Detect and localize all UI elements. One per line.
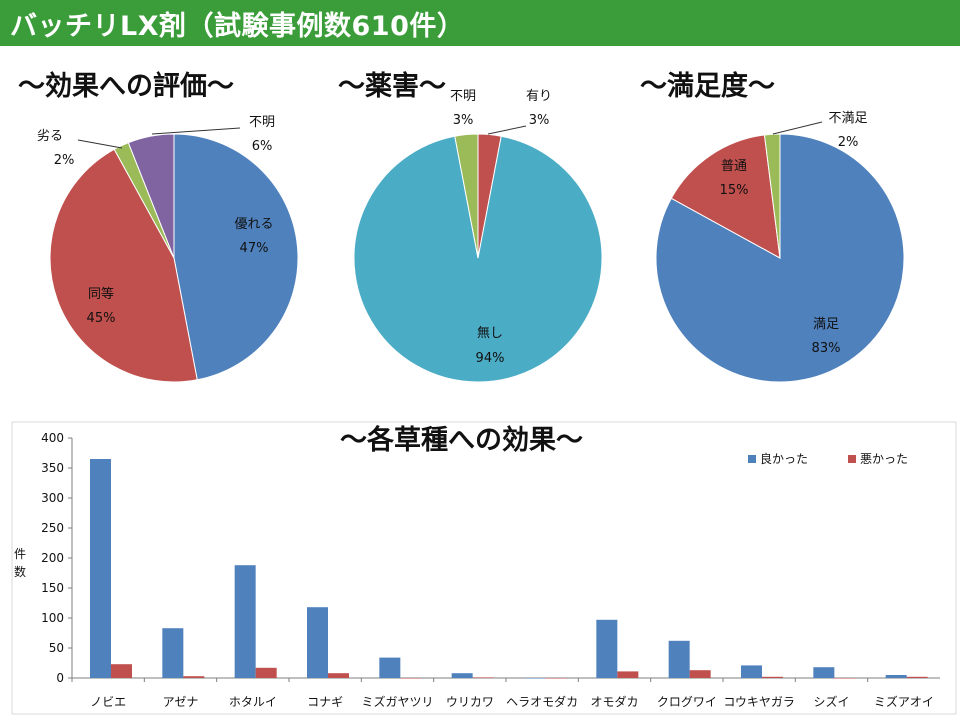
bar-category-label-10: シズイ xyxy=(813,694,849,709)
pie3-title: ～満足度～ xyxy=(640,71,775,102)
bar-0-11 xyxy=(885,675,907,678)
bar-category-label-7: オモダカ xyxy=(590,694,638,709)
pie1-label-3: 不明 xyxy=(249,115,275,130)
bar-0-2 xyxy=(234,565,256,678)
pie1-slice-0 xyxy=(173,133,299,381)
bar-ylabel-char-0: 件 xyxy=(14,547,26,561)
bar-0-3 xyxy=(307,607,328,678)
legend-label-1: 悪かった xyxy=(860,452,908,466)
bar-0-6 xyxy=(524,678,545,679)
bar-ytick-label-7: 350 xyxy=(41,461,64,475)
bar-0-7 xyxy=(596,619,618,678)
bar-1-1 xyxy=(183,676,205,678)
pie2-leader-0 xyxy=(487,125,527,135)
bar-1-9 xyxy=(762,676,783,678)
pie3-label-1: 普通 xyxy=(721,159,747,174)
bar-category-label-3: コナギ xyxy=(307,695,343,709)
page-title: バッチリLX剤（試験事例数610件） xyxy=(10,11,465,42)
bar-ytick-label-2: 100 xyxy=(41,611,64,625)
pie2-label-2: 不明 xyxy=(450,89,476,104)
bar-category-label-1: アゼナ xyxy=(163,695,199,709)
pie3-pct-2: 2% xyxy=(838,135,859,150)
bar-ytick-label-1: 50 xyxy=(49,641,64,655)
bar-1-3 xyxy=(328,673,349,678)
bar-category-label-11: ミズアオイ xyxy=(874,694,934,709)
bar-ytick-label-0: 0 xyxy=(56,671,64,685)
bar-1-0 xyxy=(111,664,132,678)
bar-1-8 xyxy=(689,670,711,678)
pie3-label-0: 満足 xyxy=(813,317,839,332)
bar-category-label-9: コウキヤガラ xyxy=(723,695,795,709)
bar-1-10 xyxy=(834,678,856,679)
bar-ytick-label-3: 150 xyxy=(41,581,64,595)
legend-swatch-0 xyxy=(748,455,756,463)
bar-ylabel-char-1: 数 xyxy=(14,564,26,579)
bar-0-4 xyxy=(379,657,401,678)
pie1-pct-2: 2% xyxy=(54,153,75,168)
pie2-label-1: 無し xyxy=(477,326,503,341)
bar-category-label-8: クログワイ xyxy=(657,695,717,709)
pie2-slice-2 xyxy=(454,133,479,259)
pie2-pct-0: 3% xyxy=(529,113,550,128)
bar-1-6 xyxy=(545,678,566,679)
bar-title: ～各草種への効果～ xyxy=(340,425,583,456)
pie1-label-1: 同等 xyxy=(88,286,114,302)
bar-category-label-6: ヘラオモダカ xyxy=(506,694,578,709)
pie1-pct-1: 45% xyxy=(87,311,116,326)
pie1-leader-3 xyxy=(151,127,241,135)
pie1-title: ～効果への評価～ xyxy=(18,71,234,102)
bar-0-1 xyxy=(162,628,184,678)
bar-category-label-0: ノビエ xyxy=(90,695,126,709)
bar-0-9 xyxy=(741,665,762,678)
bar-category-label-5: ウリカワ xyxy=(446,695,494,709)
title-bar: バッチリLX剤（試験事例数610件） xyxy=(0,0,960,48)
pie1-slice-1 xyxy=(49,148,198,383)
bar-1-11 xyxy=(906,676,928,678)
bar-ytick-label-5: 250 xyxy=(41,521,64,535)
bar-1-4 xyxy=(400,678,422,679)
bar-0-10 xyxy=(813,667,835,678)
pie1-label-2: 劣る xyxy=(37,129,63,144)
pie3-leader-2 xyxy=(772,121,823,135)
pie1-pct-3: 6% xyxy=(252,139,273,154)
pie1-leader-2 xyxy=(77,139,123,149)
bar-ytick-label-6: 300 xyxy=(41,491,64,505)
bar-1-7 xyxy=(617,671,639,678)
bar-0-0 xyxy=(90,459,111,678)
pie3-slice-2 xyxy=(763,133,781,259)
bar-chart-frame xyxy=(11,421,957,715)
pie2-slice-1 xyxy=(353,135,603,383)
pie3-slice-1 xyxy=(670,134,781,259)
pie2-title: ～薬害～ xyxy=(338,71,446,102)
bar-ytick-label-4: 200 xyxy=(41,551,64,565)
pie2-pct-1: 94% xyxy=(476,351,505,366)
legend-swatch-1 xyxy=(848,455,856,463)
legend-label-0: 良かった xyxy=(760,451,808,466)
pie1-label-0: 優れる xyxy=(234,217,273,232)
pie2-label-0: 有り xyxy=(526,89,552,104)
bar-0-5 xyxy=(451,673,473,678)
bar-ytick-label-8: 400 xyxy=(41,431,64,445)
pie1-pct-0: 47% xyxy=(240,241,269,256)
pie3-pct-1: 15% xyxy=(720,183,749,198)
bar-category-label-2: ホタルイ xyxy=(229,695,277,709)
bar-category-label-4: ミズガヤツリ xyxy=(361,694,433,709)
pie1-slice-3 xyxy=(127,133,175,259)
bar-1-5 xyxy=(472,677,494,678)
bar-0-8 xyxy=(668,640,690,678)
bar-1-2 xyxy=(255,667,277,678)
pie2-pct-2: 3% xyxy=(453,113,474,128)
pie3-pct-0: 83% xyxy=(812,341,841,356)
pie3-label-2: 不満足 xyxy=(828,111,867,126)
